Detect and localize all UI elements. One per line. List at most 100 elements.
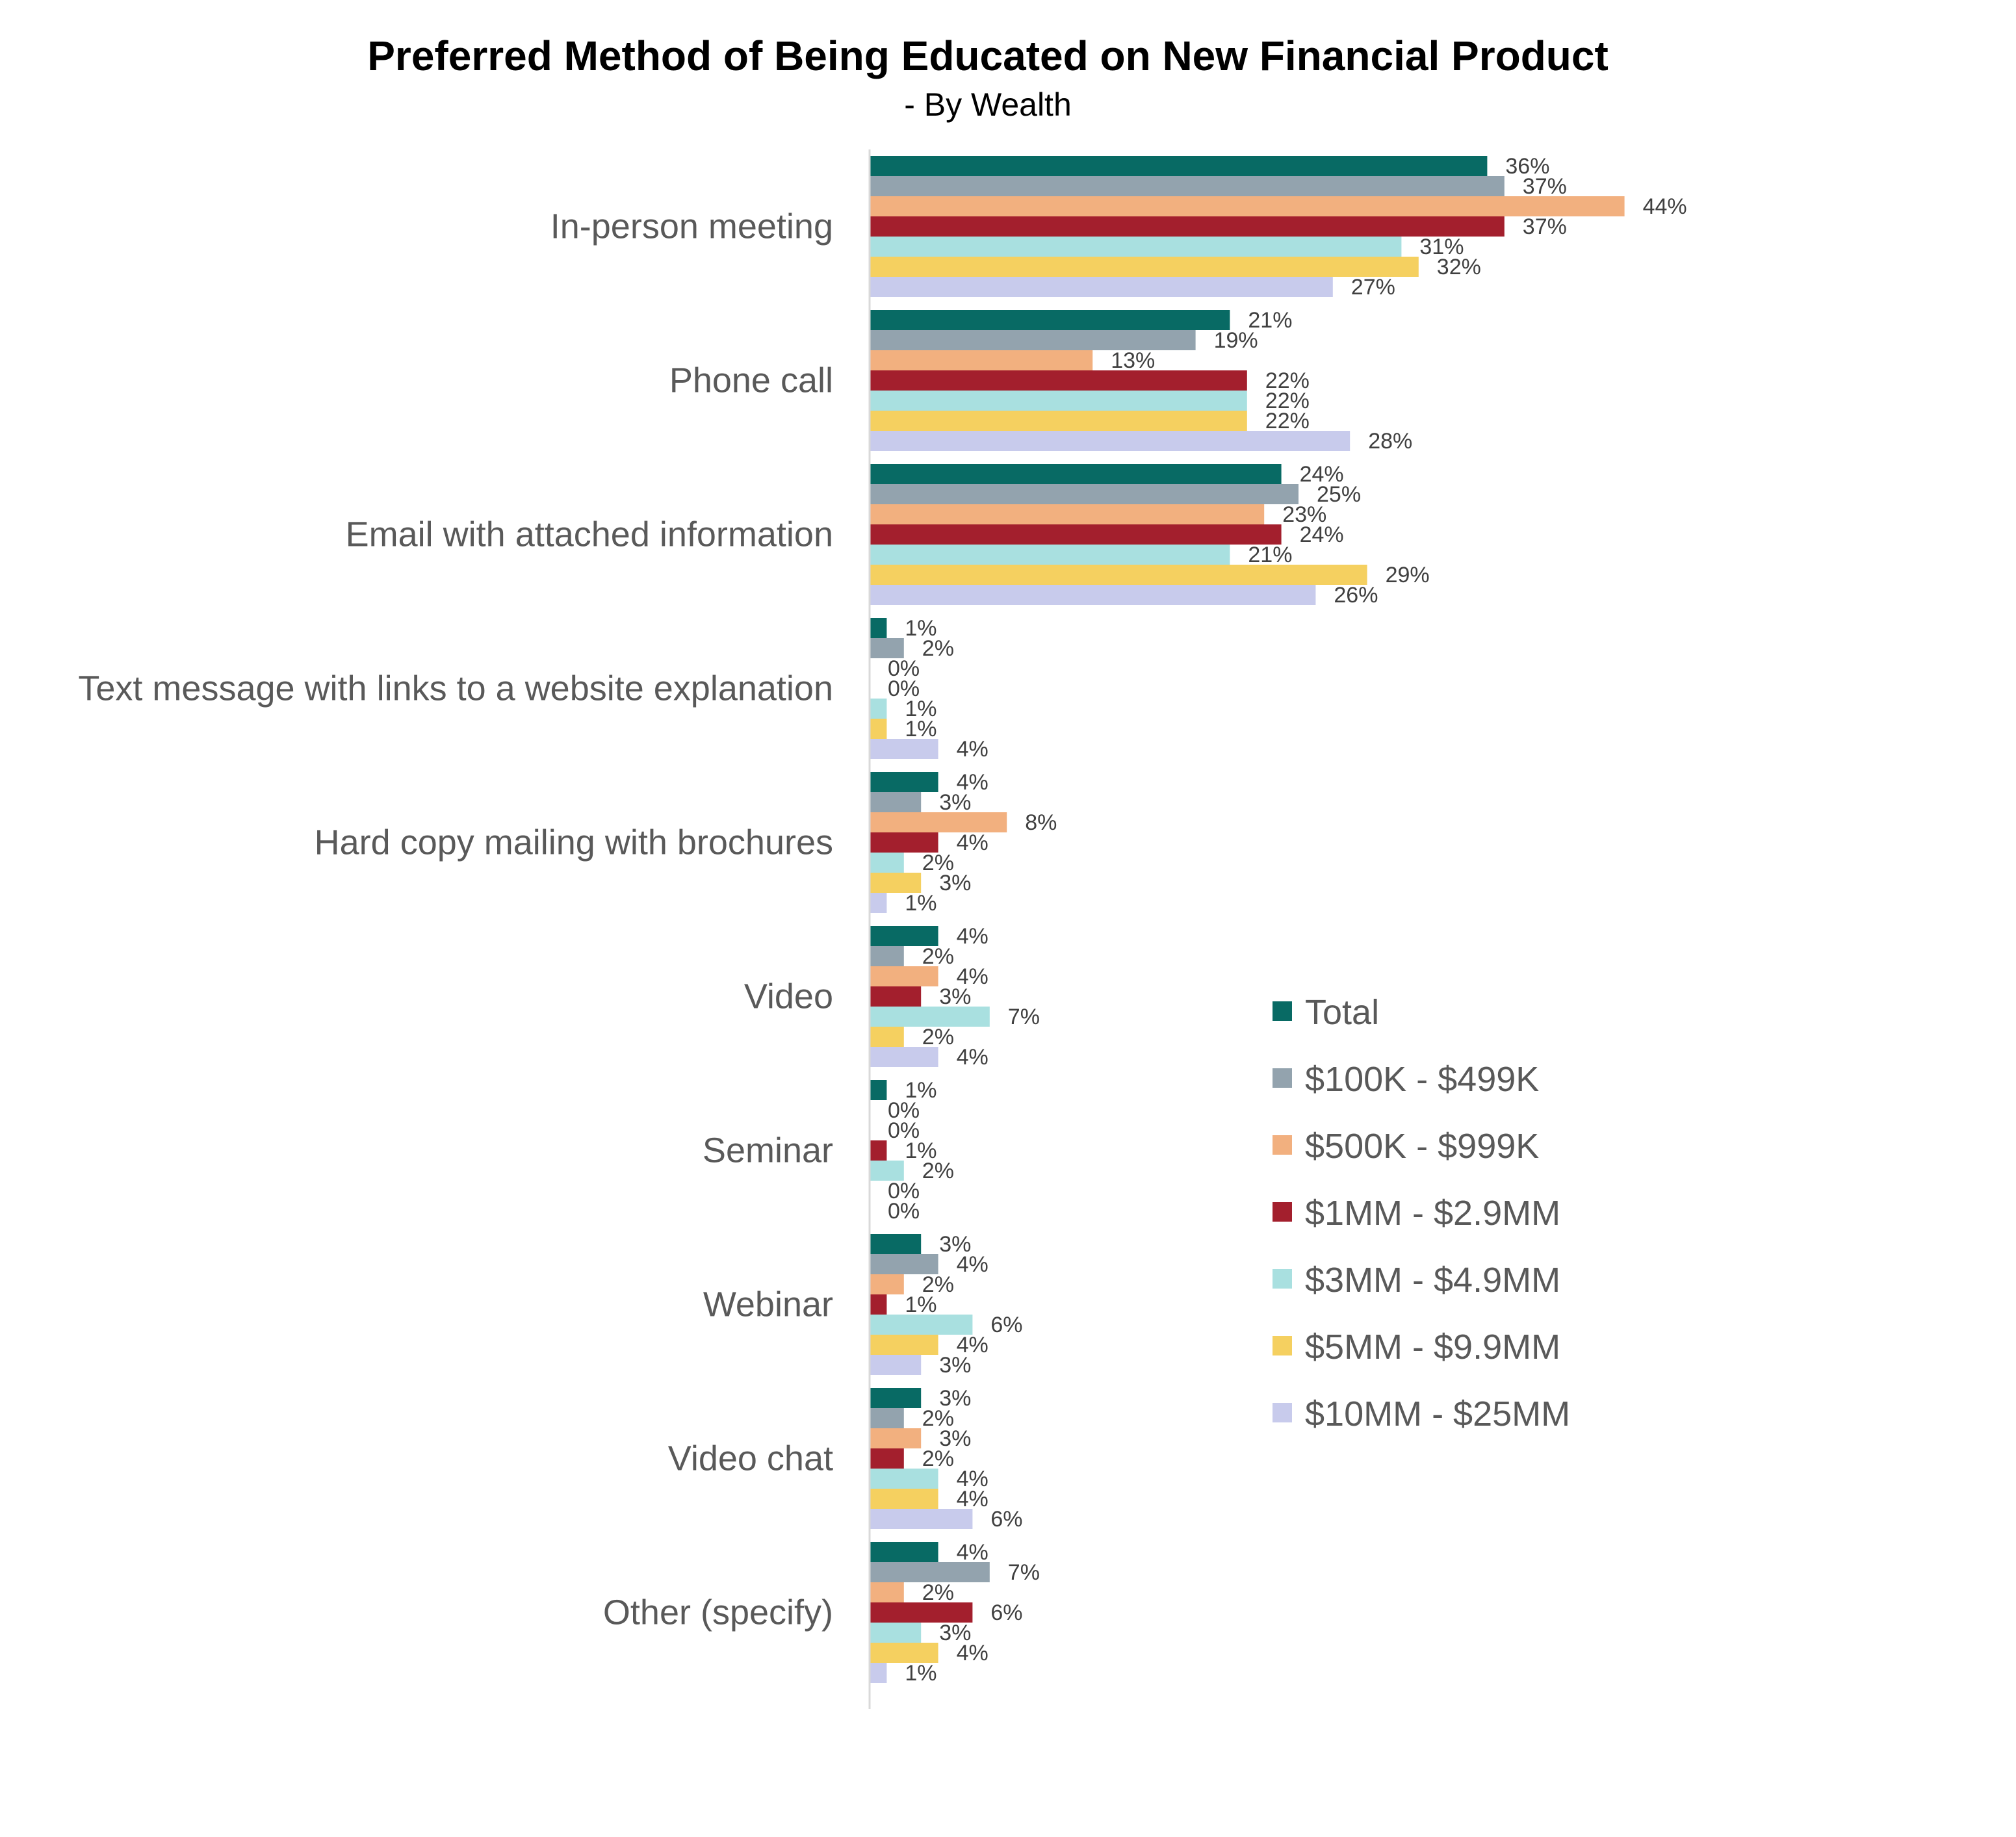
category-label: In-person meeting [550,207,833,246]
bar [870,1469,938,1489]
data-label: 6% [990,1313,1022,1337]
data-label: 4% [957,924,989,949]
data-label: 22% [1265,389,1310,413]
legend-swatch [1273,1135,1292,1155]
data-label: 21% [1248,543,1292,567]
data-label: 2% [922,1406,954,1431]
legend-label: $10MM - $25MM [1305,1394,1570,1433]
data-label: 4% [957,830,989,855]
bar [870,812,1007,832]
data-label: 13% [1111,348,1155,373]
bar [870,585,1316,605]
bar [870,277,1333,297]
legend-label: $1MM - $2.9MM [1305,1194,1560,1233]
data-label: 37% [1523,214,1567,239]
bar [870,699,887,719]
bar [870,873,922,893]
bars-layer [870,156,1625,1683]
data-label: 6% [990,1600,1022,1625]
data-label: 2% [922,944,954,969]
data-label: 0% [888,1199,920,1224]
data-label: 0% [888,676,920,701]
legend-swatch [1273,1001,1292,1021]
chart-subtitle: - By Wealth [904,86,1072,123]
bar [870,1509,973,1529]
data-label: 7% [1008,1560,1040,1585]
bar [870,1294,887,1315]
legend-swatch [1273,1336,1292,1355]
data-label: 37% [1523,174,1567,199]
bar [870,926,938,946]
data-label: 2% [922,1446,954,1471]
data-label: 3% [939,1426,971,1451]
bar [870,176,1505,196]
bar [870,1663,887,1683]
bar [870,310,1230,330]
legend-swatch [1273,1202,1292,1222]
bar [870,464,1282,484]
bar [870,1234,922,1254]
legend-label: $5MM - $9.9MM [1305,1328,1560,1367]
bar [870,1140,887,1161]
legend-label: $3MM - $4.9MM [1305,1261,1560,1300]
bar [870,1388,922,1408]
data-label: 4% [957,770,989,795]
bar [870,1254,938,1274]
data-label: 2% [922,851,954,875]
legend-swatch [1273,1403,1292,1422]
bar [870,257,1419,277]
data-label: 1% [905,616,937,641]
data-label: 32% [1437,255,1481,279]
bar [870,156,1488,176]
bar [870,638,904,658]
bar [870,565,1367,585]
data-label: 4% [957,964,989,989]
data-label: 0% [888,656,920,681]
bar [870,618,887,638]
data-label: 3% [939,1621,971,1645]
data-label: 3% [939,984,971,1009]
data-label: 0% [888,1118,920,1143]
bar [870,1355,922,1375]
bar [870,719,887,739]
data-label: 3% [939,1232,971,1257]
bar [870,1315,973,1335]
category-label: Other (specify) [603,1593,833,1632]
data-label: 36% [1505,154,1549,179]
data-label: 44% [1643,194,1687,219]
bar [870,216,1505,237]
bar [870,966,938,986]
data-label: 23% [1282,502,1326,527]
bar [870,832,938,853]
bar [870,524,1282,545]
data-label: 0% [888,1098,920,1123]
data-label: 24% [1300,522,1344,547]
data-label: 28% [1368,429,1412,454]
legend-label: $100K - $499K [1305,1060,1539,1099]
data-label: 4% [957,1641,989,1665]
data-label: 4% [957,1045,989,1070]
data-label: 4% [957,1487,989,1511]
data-label: 0% [888,1179,920,1203]
bar [870,739,938,759]
category-label: Video chat [668,1439,833,1478]
bar [870,1562,990,1582]
data-label: 1% [905,1661,937,1686]
bar [870,1623,922,1643]
bar [870,1335,938,1355]
data-label: 4% [957,1540,989,1565]
data-label: 7% [1008,1005,1040,1029]
data-label: 3% [939,1386,971,1411]
bar [870,391,1247,411]
data-label: 1% [905,717,937,741]
category-label: Seminar [703,1131,833,1170]
data-label: 25% [1317,482,1361,507]
bar [870,1489,938,1509]
bar [870,1408,904,1428]
category-label: Phone call [669,361,833,400]
bar [870,853,904,873]
legend-swatch [1273,1068,1292,1088]
data-label: 4% [957,1467,989,1491]
data-label: 22% [1265,409,1310,433]
bar [870,350,1093,370]
